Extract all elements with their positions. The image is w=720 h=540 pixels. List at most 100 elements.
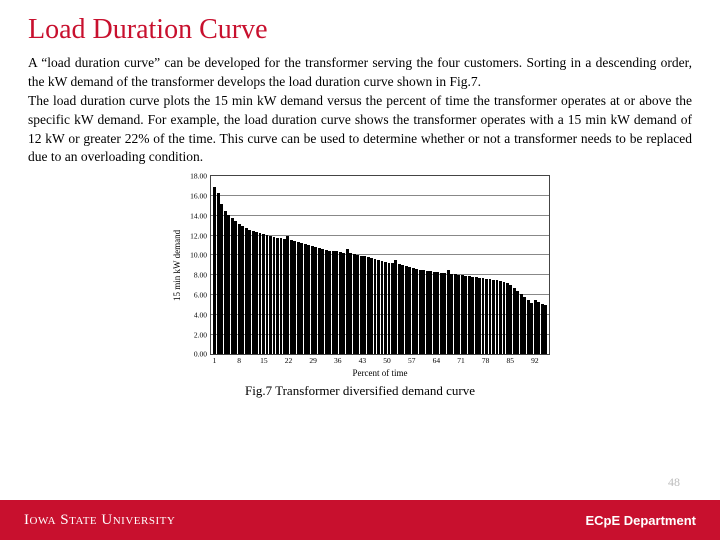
- bar: [360, 256, 363, 354]
- bar: [412, 268, 415, 354]
- y-ticks: 0.002.004.006.008.0010.0012.0014.0016.00…: [183, 176, 209, 354]
- y-tick-label: 6.00: [194, 291, 207, 300]
- paragraph-2: The load duration curve plots the 15 min…: [28, 92, 692, 168]
- x-tick-label: 8: [237, 356, 241, 365]
- slide-title: Load Duration Curve: [0, 0, 720, 54]
- y-tick-label: 0.00: [194, 350, 207, 359]
- bar: [377, 260, 380, 354]
- bar: [464, 276, 467, 354]
- chart-container: 15 min kW demand 0.002.004.006.008.0010.…: [0, 175, 720, 355]
- bar: [516, 291, 519, 354]
- y-tick-label: 12.00: [190, 231, 207, 240]
- bar: [496, 280, 499, 354]
- bar: [537, 302, 540, 354]
- y-tick-label: 4.00: [194, 310, 207, 319]
- x-tick-label: 71: [457, 356, 465, 365]
- figure-caption: Fig.7 Transformer diversified demand cur…: [0, 383, 720, 399]
- bar: [321, 249, 324, 355]
- x-tick-label: 22: [285, 356, 293, 365]
- bar: [328, 251, 331, 355]
- bar: [541, 304, 544, 354]
- bar: [457, 275, 460, 354]
- bar: [468, 276, 471, 354]
- bar: [436, 272, 439, 354]
- bar: [342, 253, 345, 355]
- paragraph-1: A “load duration curve” can be developed…: [28, 54, 692, 92]
- bar: [544, 305, 547, 354]
- bar: [506, 283, 509, 354]
- bar: [534, 300, 537, 354]
- bar: [429, 271, 432, 354]
- page-number: 48: [668, 475, 680, 490]
- bar: [300, 243, 303, 355]
- bar: [290, 240, 293, 355]
- bar: [307, 245, 310, 355]
- bar: [356, 255, 359, 354]
- bar: [273, 237, 276, 355]
- bar: [370, 258, 373, 354]
- bar: [384, 262, 387, 354]
- bar: [325, 250, 328, 355]
- bar: [241, 226, 244, 355]
- bar: [283, 239, 286, 355]
- load-duration-chart: 15 min kW demand 0.002.004.006.008.0010.…: [170, 175, 550, 355]
- bar: [492, 280, 495, 354]
- bar: [363, 256, 366, 354]
- footer-bar: Iowa State University ECpE Department: [0, 500, 720, 540]
- bar: [471, 277, 474, 354]
- bar: [408, 267, 411, 354]
- bar: [248, 230, 251, 355]
- bar: [220, 204, 223, 354]
- x-tick-label: 36: [334, 356, 342, 365]
- bar: [530, 303, 533, 354]
- bar: [398, 264, 401, 354]
- bar: [527, 300, 530, 354]
- bar: [262, 234, 265, 355]
- bar: [433, 272, 436, 354]
- x-tick-label: 85: [507, 356, 515, 365]
- bar: [367, 257, 370, 354]
- bar: [475, 277, 478, 354]
- bar: [213, 187, 216, 354]
- university-name: Iowa State University: [24, 512, 175, 529]
- bar: [415, 269, 418, 354]
- x-tick-label: 29: [309, 356, 317, 365]
- y-tick-label: 8.00: [194, 271, 207, 280]
- bar: [311, 246, 314, 355]
- x-tick-label: 64: [433, 356, 441, 365]
- bar: [394, 260, 397, 354]
- y-tick-label: 18.00: [190, 172, 207, 181]
- bar: [374, 259, 377, 354]
- bar: [405, 266, 408, 354]
- bar: [255, 232, 258, 355]
- y-tick-label: 14.00: [190, 211, 207, 220]
- bar: [293, 241, 296, 355]
- bar: [499, 281, 502, 354]
- bar: [339, 252, 342, 355]
- y-tick-label: 10.00: [190, 251, 207, 260]
- bar: [485, 279, 488, 354]
- bar: [461, 275, 464, 354]
- bar: [353, 254, 356, 354]
- x-tick-label: 1: [213, 356, 217, 365]
- bar: [231, 218, 234, 354]
- bar: [388, 263, 391, 354]
- bar: [280, 238, 283, 355]
- bar: [454, 274, 457, 354]
- bar: [252, 231, 255, 355]
- x-tick-label: 15: [260, 356, 268, 365]
- bar: [314, 247, 317, 355]
- bar: [447, 270, 450, 354]
- body-text: A “load duration curve” can be developed…: [0, 54, 720, 167]
- bar: [297, 242, 300, 355]
- y-tick-label: 16.00: [190, 192, 207, 201]
- bar: [443, 273, 446, 354]
- bar: [238, 224, 241, 355]
- bar: [509, 285, 512, 354]
- bar: [286, 236, 289, 355]
- bar: [318, 248, 321, 355]
- bar: [381, 261, 384, 354]
- bar: [482, 278, 485, 354]
- y-axis-label: 15 min kW demand: [170, 175, 184, 355]
- bar: [269, 236, 272, 355]
